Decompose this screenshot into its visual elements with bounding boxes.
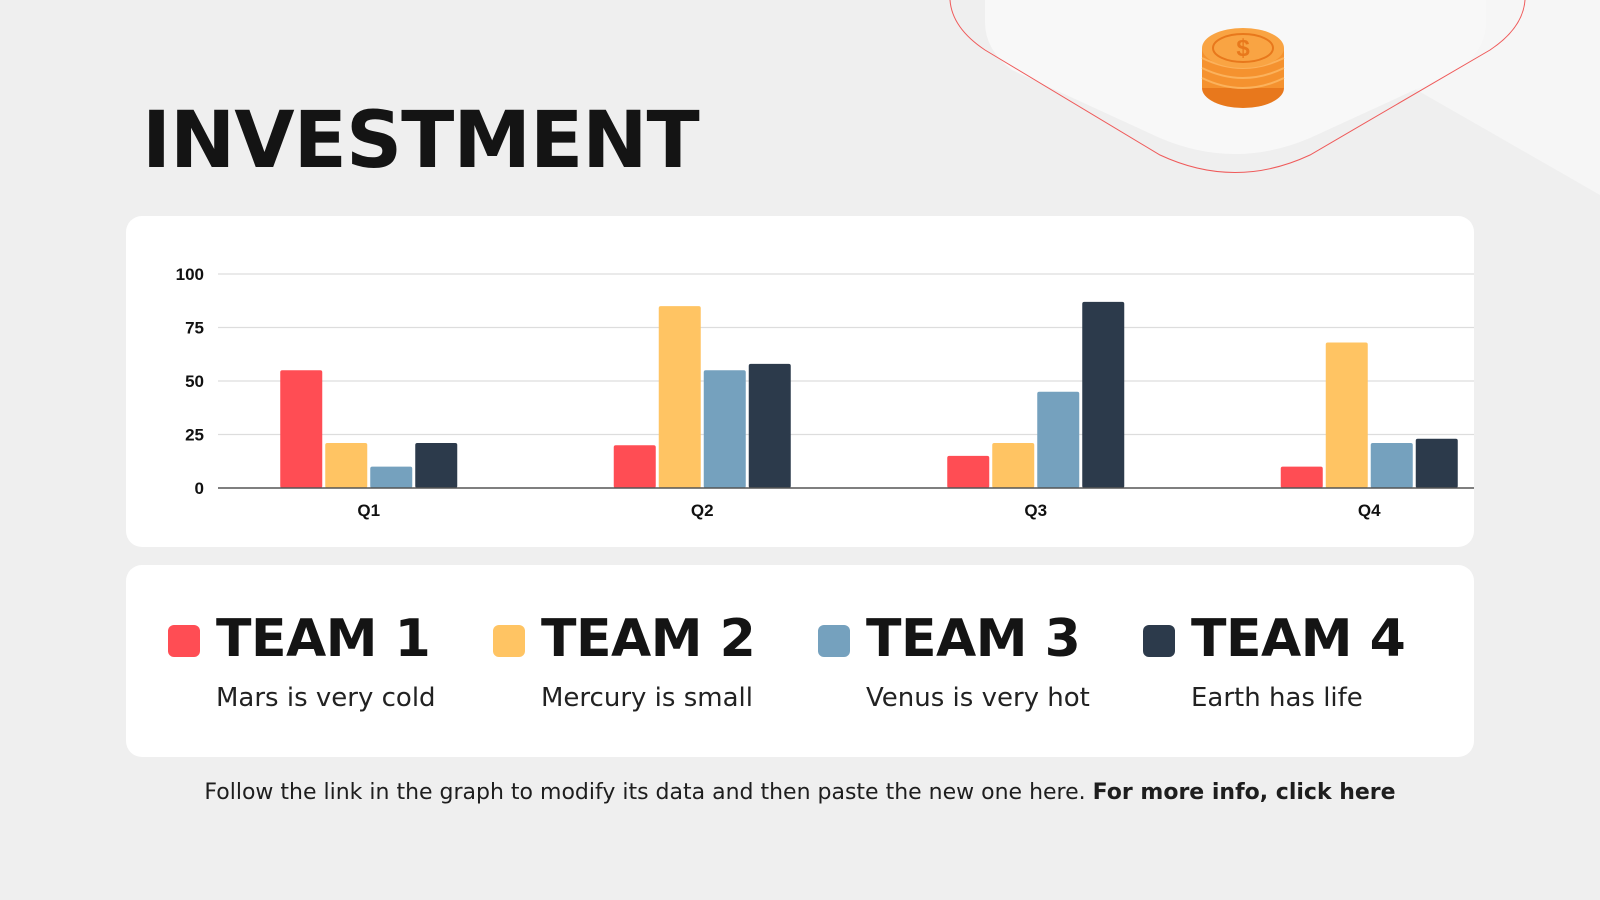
bar-q3-team-4 <box>1082 301 1125 488</box>
y-tick-label: 100 <box>176 265 204 284</box>
x-tick-label: Q1 <box>357 501 380 520</box>
bar-q4-team-4 <box>1415 438 1458 488</box>
bar-q3-team-2 <box>992 443 1035 488</box>
x-tick-label: Q2 <box>691 501 714 520</box>
bar-q2-team-2 <box>658 306 701 488</box>
legend-swatch <box>168 625 200 657</box>
legend-swatch <box>818 625 850 657</box>
footer-text: Follow the link in the graph to modify i… <box>204 780 1086 805</box>
legend-card: TEAM 1 Mars is very cold TEAM 2 Mercury is … <box>126 565 1474 757</box>
legend-team-desc: Mars is very cold <box>216 683 436 713</box>
legend-team-desc: Venus is very hot <box>866 683 1090 713</box>
bar-q3-team-3 <box>1037 391 1080 488</box>
more-info-link[interactable]: For more info, click here <box>1092 780 1396 805</box>
x-tick-label: Q3 <box>1024 501 1047 520</box>
y-tick-label: 0 <box>195 479 204 498</box>
y-tick-label: 50 <box>185 372 204 391</box>
page-title: INVESTMENT <box>142 96 700 186</box>
legend-team-desc: Earth has life <box>1191 683 1363 713</box>
y-tick-label: 25 <box>185 426 204 445</box>
legend-team-name: TEAM 3 <box>866 609 1081 669</box>
footer-note: Follow the link in the graph to modify i… <box>0 780 1600 805</box>
bar-q1-team-2 <box>325 443 368 488</box>
bar-q1-team-4 <box>415 443 458 488</box>
legend-swatch <box>493 625 525 657</box>
legend-team-name: TEAM 4 <box>1191 609 1406 669</box>
bar-q4-team-2 <box>1325 342 1368 488</box>
x-tick-label: Q4 <box>1358 501 1381 520</box>
bar-q3-team-1 <box>947 455 990 488</box>
bar-q2-team-4 <box>748 363 791 488</box>
bar-q1-team-1 <box>280 370 323 488</box>
legend-team-name: TEAM 1 <box>216 609 431 669</box>
legend-team-desc: Mercury is small <box>541 683 753 713</box>
y-tick-label: 75 <box>185 319 204 338</box>
legend-swatch <box>1143 625 1175 657</box>
legend-team-name: TEAM 2 <box>541 609 756 669</box>
bar-chart[interactable]: 0 25 50 75 100 Q1 Q2 Q3 Q4 <box>126 216 1474 547</box>
coin-stack-icon: $ <box>1201 28 1285 108</box>
bar-q2-team-1 <box>613 445 656 488</box>
svg-text:$: $ <box>1236 35 1250 62</box>
bar-q1-team-3 <box>370 466 413 488</box>
bar-q2-team-3 <box>703 370 746 488</box>
bar-q4-team-3 <box>1370 443 1413 488</box>
bar-q4-team-1 <box>1280 466 1323 488</box>
chart-card: 0 25 50 75 100 Q1 Q2 Q3 Q4 <box>126 216 1474 547</box>
